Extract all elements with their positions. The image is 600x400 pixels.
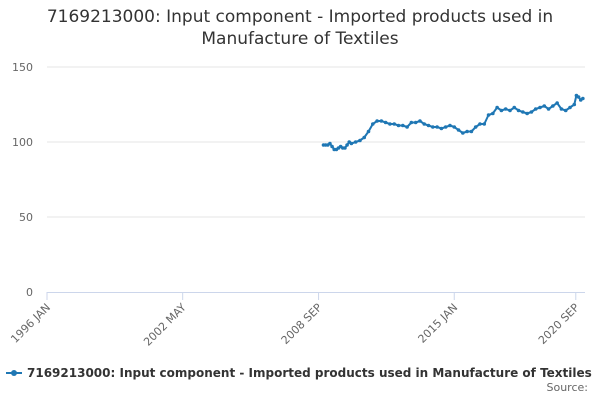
data-point[interactable]: [512, 105, 517, 110]
data-point[interactable]: [482, 122, 487, 126]
data-point[interactable]: [405, 125, 409, 129]
data-point[interactable]: [521, 110, 525, 114]
data-point[interactable]: [358, 138, 362, 143]
data-point[interactable]: [330, 144, 334, 149]
data-point[interactable]: [581, 96, 585, 101]
y-axis-ticks: 0 50 100 150: [12, 61, 33, 299]
x-tick-label: 2008 SEP: [279, 301, 325, 347]
data-point[interactable]: [473, 125, 478, 129]
legend-series-marker-icon: [6, 368, 22, 378]
data-point[interactable]: [409, 120, 414, 125]
data-point[interactable]: [396, 123, 401, 128]
y-tick-label: 150: [12, 61, 33, 74]
data-point[interactable]: [353, 140, 358, 144]
data-point[interactable]: [418, 119, 422, 123]
data-point[interactable]: [362, 135, 367, 140]
data-point[interactable]: [452, 125, 457, 129]
x-tick-label: 2002 MAY: [141, 301, 189, 349]
data-point[interactable]: [572, 102, 577, 107]
data-point[interactable]: [343, 146, 347, 150]
data-point[interactable]: [426, 123, 431, 128]
data-point[interactable]: [383, 120, 388, 125]
data-point[interactable]: [559, 107, 564, 111]
x-tick-label: 2015 JAN: [416, 301, 461, 346]
plot-area: [321, 93, 585, 152]
data-point[interactable]: [431, 125, 435, 129]
data-point[interactable]: [555, 101, 559, 105]
data-point[interactable]: [478, 122, 482, 126]
legend-label[interactable]: 7169213000: Input component - Imported p…: [27, 366, 592, 380]
data-point[interactable]: [461, 131, 465, 135]
data-point[interactable]: [508, 108, 512, 113]
data-point[interactable]: [516, 108, 521, 113]
data-point[interactable]: [375, 119, 379, 123]
data-point[interactable]: [413, 120, 418, 125]
gridlines: [47, 66, 585, 218]
data-point[interactable]: [435, 125, 439, 129]
chart-title-line-1: 7169213000: Input component - Imported p…: [46, 7, 554, 27]
data-point[interactable]: [439, 126, 444, 131]
data-point[interactable]: [379, 119, 384, 123]
y-tick-label: 100: [12, 136, 33, 149]
data-point[interactable]: [469, 129, 474, 134]
data-point[interactable]: [328, 141, 332, 146]
data-point[interactable]: [388, 122, 392, 126]
data-point[interactable]: [345, 143, 349, 147]
data-point[interactable]: [546, 107, 551, 111]
data-point[interactable]: [495, 105, 499, 110]
data-point[interactable]: [349, 141, 354, 146]
legend[interactable]: 7169213000: Input component - Imported p…: [6, 364, 596, 382]
data-point[interactable]: [533, 107, 538, 111]
series-line[interactable]: [323, 94, 584, 151]
data-point[interactable]: [456, 128, 461, 132]
chart-title: 7169213000: Input component - Imported p…: [0, 6, 600, 50]
data-point[interactable]: [486, 113, 491, 117]
source-label: Source:: [546, 381, 589, 394]
data-point[interactable]: [563, 108, 568, 113]
data-point[interactable]: [491, 111, 495, 116]
data-point[interactable]: [371, 122, 375, 126]
data-point[interactable]: [448, 123, 452, 128]
x-tick-label: 2020 SEP: [536, 301, 582, 347]
data-point[interactable]: [576, 95, 581, 99]
x-tick-label: 1996 JAN: [8, 301, 53, 346]
data-point[interactable]: [499, 108, 504, 113]
data-point[interactable]: [525, 111, 529, 116]
data-point[interactable]: [422, 122, 427, 126]
data-point[interactable]: [538, 105, 542, 110]
data-point[interactable]: [568, 105, 572, 110]
data-point[interactable]: [443, 125, 448, 129]
data-point[interactable]: [542, 104, 547, 108]
chart-title-line-2: Manufacture of Textiles: [201, 29, 399, 49]
y-tick-label: 50: [19, 211, 33, 224]
data-point[interactable]: [465, 129, 469, 134]
y-tick-label: 0: [26, 286, 33, 299]
x-axis: 1996 JAN 2002 MAY 2008 SEP 2015 JAN 2020 SEP: [8, 292, 585, 349]
data-point[interactable]: [529, 110, 534, 114]
data-point[interactable]: [392, 122, 397, 126]
data-point[interactable]: [551, 104, 555, 108]
data-point[interactable]: [401, 123, 405, 128]
data-point[interactable]: [366, 129, 371, 134]
data-point[interactable]: [503, 107, 508, 111]
